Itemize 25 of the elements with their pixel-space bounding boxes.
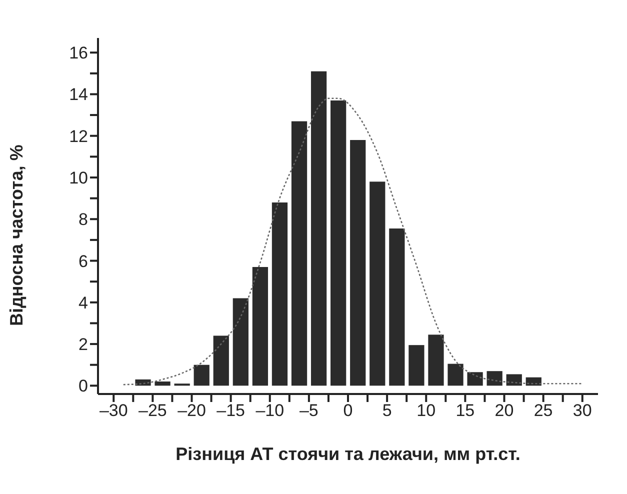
y-tick-label: 4 [78,293,88,312]
y-tick-label: 8 [78,210,88,230]
y-axis-title: Відносна частота, % [6,144,26,326]
x-tick-label: –30 [99,401,128,420]
x-tick-label: 0 [343,401,353,420]
y-tick-label: 2 [78,335,88,354]
x-axis-title: Різниця АТ стоячи та лежачи, мм рт.ст. [176,444,520,464]
x-tick-label: 30 [572,401,592,420]
y-tick-label: 6 [78,252,88,271]
y-tick-label: 10 [69,168,88,188]
x-tick-label: –10 [256,401,284,420]
y-tick-label: 14 [69,85,88,104]
x-tick-label: –20 [178,401,206,420]
x-tick-label: 10 [416,401,436,420]
x-tick-label: 25 [534,401,553,420]
line-series [122,98,584,386]
y-tick-label: 12 [69,126,88,146]
x-tick-label: 15 [456,401,475,420]
x-tick-label: –15 [216,401,245,420]
x-tick-label: –25 [138,401,167,420]
y-tick-label: 16 [69,44,88,63]
y-tick-label: 0 [78,376,88,396]
x-tick-label: –5 [299,401,318,420]
x-tick-label: 20 [494,401,514,420]
x-tick-label: 5 [382,401,392,420]
